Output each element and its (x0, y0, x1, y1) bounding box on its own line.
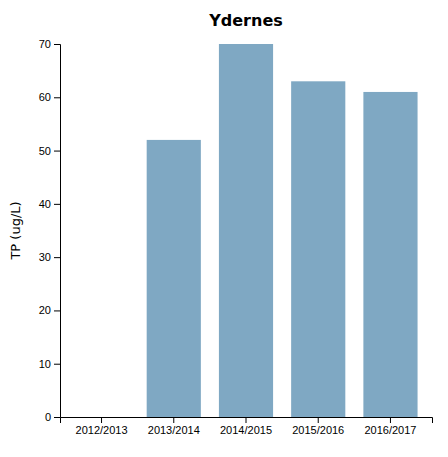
chart-svg: 0 10 20 30 40 50 60 70 2012/2013 2013/2014 2014/20… (0, 0, 448, 457)
y-axis-line (54, 45, 61, 418)
y-tick-label: 60 (39, 91, 51, 103)
y-tick: 40 (39, 198, 60, 210)
y-axis: 0 10 20 30 40 50 60 70 (39, 38, 61, 423)
y-tick: 0 (45, 411, 60, 423)
bars (147, 44, 418, 417)
y-axis-title: TP (ug/L) (8, 201, 23, 260)
plot-area: 0 10 20 30 40 50 60 70 2012/2013 2013/2014 2014/20… (39, 38, 433, 436)
x-tick-label: 2016/2017 (364, 424, 416, 436)
x-tick-mark (101, 417, 102, 423)
x-tick-label: 2012/2013 (76, 424, 128, 436)
x-tick-mark (318, 417, 319, 423)
x-tick: 2013/2014 (148, 417, 200, 436)
y-tick: 10 (39, 358, 60, 370)
x-tick-label: 2015/2016 (292, 424, 344, 436)
y-tick-mark (54, 257, 60, 258)
y-tick-label: 0 (45, 411, 51, 423)
chart-title: Ydernes (208, 11, 283, 30)
chart-container: 0 10 20 30 40 50 60 70 2012/2013 2013/2014 2014/20… (0, 0, 448, 457)
x-axis-line (61, 418, 433, 424)
x-tick-mark (173, 417, 174, 423)
y-tick-label: 40 (39, 198, 51, 210)
y-tick-label: 30 (39, 251, 51, 263)
y-tick-mark (54, 151, 60, 152)
y-tick: 70 (39, 38, 60, 50)
bar (291, 81, 345, 417)
bar (363, 92, 417, 417)
y-tick-mark (54, 364, 60, 365)
y-tick-mark (54, 204, 60, 205)
y-tick-label: 20 (39, 304, 51, 316)
y-tick: 20 (39, 304, 60, 316)
x-tick-mark (246, 417, 247, 423)
bar (219, 44, 273, 417)
x-tick: 2014/2015 (220, 417, 272, 436)
y-tick-label: 50 (39, 145, 51, 157)
y-tick-mark (54, 44, 60, 45)
x-tick-label: 2014/2015 (220, 424, 272, 436)
y-tick: 60 (39, 91, 60, 103)
y-tick-label: 70 (39, 38, 51, 50)
y-tick-mark (54, 97, 60, 98)
x-tick-mark (390, 417, 391, 423)
x-tick: 2016/2017 (364, 417, 416, 436)
y-tick-mark (54, 417, 60, 418)
bar (74, 417, 128, 418)
bar (147, 140, 201, 417)
y-tick-label: 10 (39, 358, 51, 370)
x-tick: 2015/2016 (292, 417, 344, 436)
x-axis: 2012/2013 2013/2014 2014/2015 2015/2016 2016… (61, 417, 433, 436)
x-tick: 2012/2013 (76, 417, 128, 436)
y-tick: 30 (39, 251, 60, 263)
y-tick-mark (54, 310, 60, 311)
y-tick: 50 (39, 145, 60, 157)
x-tick-label: 2013/2014 (148, 424, 200, 436)
